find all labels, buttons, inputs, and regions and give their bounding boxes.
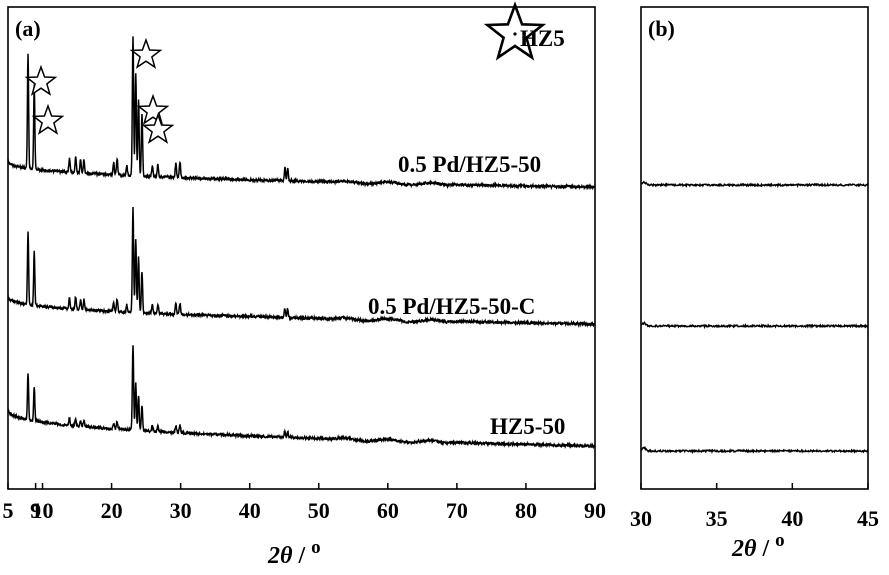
panel-b-curves bbox=[640, 180, 869, 455]
legend-label: HZ5 bbox=[520, 26, 565, 51]
peak-marker-star-4 bbox=[136, 93, 170, 125]
series-label-1: 0.5 Pd/HZ5-50 bbox=[398, 152, 541, 177]
a-xtick-label-8: 70 bbox=[446, 498, 468, 523]
a-xtick-label-9: 80 bbox=[515, 498, 537, 523]
a-xtick-label-5: 40 bbox=[239, 498, 261, 523]
panel-a: 5 910 20 30 40 50 60 70 80 90 (a) HZ5 0.5 Pd/HZ5-… bbox=[3, 1, 606, 569]
panel-b-x-axis-title-degree: o bbox=[775, 530, 785, 551]
b-xrd-curve-2 bbox=[640, 320, 869, 330]
b-xtick-label-3: 45 bbox=[857, 506, 879, 531]
peak-marker-star-3 bbox=[129, 37, 163, 69]
panel-b-frame bbox=[640, 6, 869, 490]
panel-a-label: (a) bbox=[15, 16, 41, 41]
a-xtick-label-0: 5 bbox=[3, 498, 14, 523]
panel-a-ticks: 5 910 20 30 40 50 60 70 80 90 bbox=[3, 483, 606, 523]
b-xrd-curve-1 bbox=[640, 180, 869, 188]
a-xtick-label-1: 9 bbox=[30, 498, 41, 523]
a-xtick-label-7: 60 bbox=[377, 498, 399, 523]
panel-a-x-axis-title: 2θ / o bbox=[267, 537, 321, 569]
xrd-curve-3 bbox=[7, 345, 596, 450]
xrd-curve-1 bbox=[7, 36, 596, 191]
series-label-3: HZ5-50 bbox=[490, 414, 565, 439]
panel-b-x-axis-title-slash: / bbox=[756, 536, 775, 562]
x-axis-title-degree: o bbox=[311, 537, 321, 558]
panel-b-ticks: 30 35 40 45 bbox=[630, 483, 879, 531]
peak-marker-star-5 bbox=[141, 112, 175, 144]
xrd-curve-2 bbox=[7, 207, 596, 328]
a-xtick-label-2: 10 bbox=[32, 498, 54, 523]
panel-a-curves bbox=[7, 36, 596, 450]
b-xtick-label-2: 40 bbox=[781, 506, 803, 531]
x-axis-title-slash: / bbox=[292, 543, 311, 569]
a-xtick-label-10: 90 bbox=[584, 498, 606, 523]
peak-marker-star-2 bbox=[31, 103, 65, 135]
legend: HZ5 bbox=[483, 1, 565, 61]
b-xtick-label-0: 30 bbox=[630, 506, 652, 531]
b-xtick-label-1: 35 bbox=[706, 506, 728, 531]
legend-star-icon bbox=[483, 1, 547, 61]
a-xtick-label-6: 50 bbox=[308, 498, 330, 523]
panel-a-peak-markers bbox=[24, 37, 175, 144]
series-label-2: 0.5 Pd/HZ5-50-C bbox=[368, 294, 535, 319]
panel-a-frame bbox=[7, 6, 596, 490]
peak-marker-star-1 bbox=[24, 64, 58, 96]
b-xrd-curve-3 bbox=[640, 446, 869, 455]
a-xtick-label-3: 20 bbox=[101, 498, 123, 523]
x-axis-title-two-theta: 2θ bbox=[267, 543, 293, 569]
legend-star-center-dot bbox=[513, 32, 517, 36]
panel-b: 30 35 40 45 (b) 2θ / o bbox=[630, 6, 879, 562]
a-xtick-label-4: 30 bbox=[170, 498, 192, 523]
panel-b-x-axis-title-two-theta: 2θ bbox=[731, 536, 757, 562]
panel-b-label: (b) bbox=[648, 16, 675, 41]
panel-b-x-axis-title: 2θ / o bbox=[731, 530, 785, 562]
